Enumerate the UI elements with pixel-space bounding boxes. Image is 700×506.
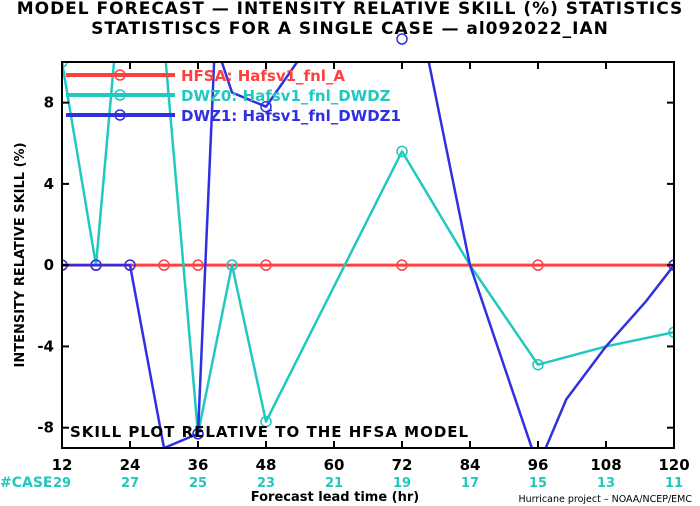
series-marker-1 (668, 326, 674, 338)
series-marker-2 (124, 259, 136, 271)
legend-marker-0 (114, 69, 126, 81)
series-marker-1 (532, 358, 544, 371)
legend: HFSA: Hafsv1_fnl_A DWZ0: Hafsv1_fnl_DWDZ D… (66, 67, 401, 125)
series-marker-1 (226, 259, 238, 271)
legend-marker-1 (114, 89, 126, 101)
credit-text: Hurricane project – NOAA/NCEP/EMC (518, 494, 692, 505)
series-marker-0 (532, 259, 544, 271)
series-layer (62, 62, 674, 448)
case-count: 21 (325, 476, 343, 491)
series-line-2 (62, 62, 674, 448)
x-tick-label: 96 (528, 456, 549, 474)
legend-label-1: DWZ0: Hafsv1_fnl_DWDZ (181, 87, 391, 105)
series-marker-1 (260, 415, 272, 428)
y-tick-label: -8 (37, 419, 54, 437)
series-marker-0 (396, 259, 408, 271)
x-tick-label: 108 (590, 456, 621, 474)
legend-label-2: DWZ1: Hafsv1_fnl_DWDZ1 (181, 107, 401, 125)
series-marker-2 (260, 100, 272, 113)
x-tick-label: 72 (392, 456, 413, 474)
chart-title: MODEL FORECAST — INTENSITY RELATIVE SKIL… (16, 0, 684, 19)
axis-ticks: 1229242736254823602172198417961510813120… (37, 62, 690, 491)
plot-frame (61, 61, 675, 449)
y-tick-label: -4 (37, 337, 54, 355)
series-marker-0 (192, 259, 204, 271)
case-count: 19 (393, 476, 411, 491)
x-tick-label: 120 (658, 456, 689, 474)
y-tick-label: 0 (44, 256, 54, 274)
x-tick-label: 84 (460, 456, 481, 474)
series-line-1 (62, 62, 674, 436)
x-tick-label: 36 (188, 456, 209, 474)
case-count: 29 (53, 476, 71, 491)
y-tick-label: 8 (44, 94, 54, 112)
series-marker-2 (90, 259, 102, 271)
case-count: 27 (121, 476, 139, 491)
y-axis-label: INTENSITY RELATIVE SKILL (%) (13, 142, 28, 367)
series-marker-0 (158, 259, 170, 271)
case-count: 13 (597, 476, 615, 491)
case-count: 23 (257, 476, 275, 491)
x-tick-label: 12 (52, 456, 73, 474)
case-count: 25 (189, 476, 207, 491)
x-tick-label: 60 (324, 456, 345, 474)
series-marker-2 (192, 428, 204, 440)
case-count: 17 (461, 476, 479, 491)
case-count-label: #CASE (0, 475, 53, 491)
chart-annotation: SKILL PLOT RELATIVE TO THE HFSA MODEL (70, 423, 469, 441)
series-marker-1 (396, 145, 408, 158)
series-marker-0 (260, 259, 272, 271)
chart-subtitle: STATISTISCS FOR A SINGLE CASE — al092022… (91, 19, 609, 39)
legend-label-0: HFSA: Hafsv1_fnl_A (181, 67, 345, 85)
x-tick-label: 48 (256, 456, 277, 474)
x-axis-label: Forecast lead time (hr) (251, 490, 419, 505)
case-count: 11 (665, 476, 683, 491)
case-count: 15 (529, 476, 547, 491)
legend-marker-2 (114, 109, 126, 121)
x-tick-label: 24 (120, 456, 141, 474)
offscale-marker (396, 33, 408, 45)
y-tick-label: 4 (44, 175, 54, 193)
